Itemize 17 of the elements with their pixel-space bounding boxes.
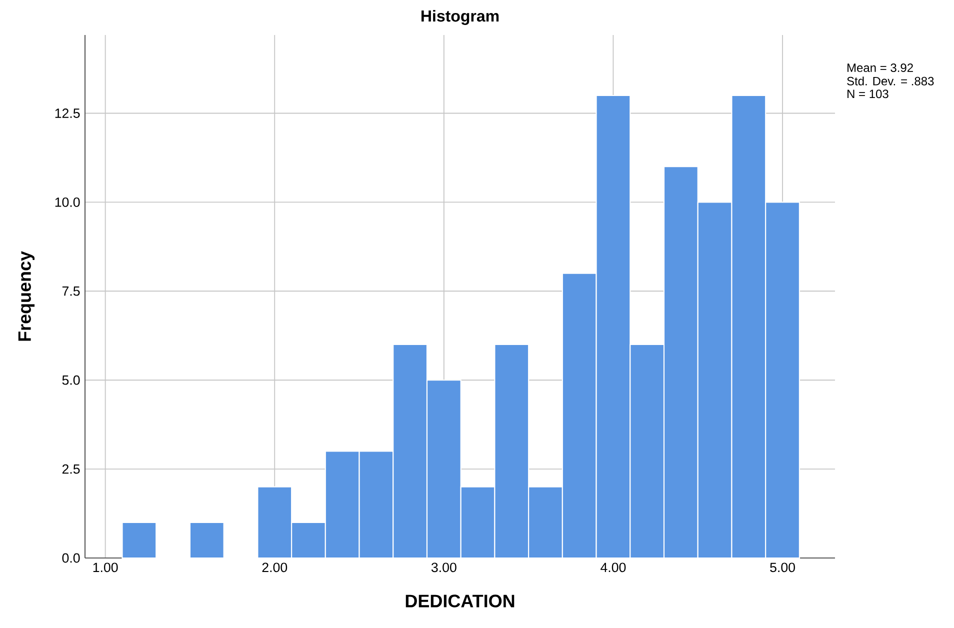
y-axis-title: Frequency: [18, 251, 35, 341]
text: Mean = 3.92: [848, 63, 913, 72]
chart-title: Histogram: [422, 10, 499, 25]
y-tick-label: 10.0: [55, 197, 80, 207]
y-tick-label: 0.0: [62, 553, 80, 563]
y-tick-label: 5.0: [62, 375, 80, 385]
x-tick-label: 3.00: [431, 562, 456, 572]
y-tick-label: 7.5: [62, 286, 80, 296]
x-tick-label: 5.00: [770, 562, 795, 572]
x-tick-label: 1.00: [93, 562, 118, 572]
x-tick-label: 2.00: [262, 562, 288, 572]
x-tick-label: 4.00: [600, 562, 626, 572]
x-axis-title: DEDICATION: [406, 594, 514, 608]
text: N = 103: [848, 90, 888, 98]
y-tick-label: 2.5: [62, 464, 80, 474]
text: Std. Dev. = .883: [847, 76, 934, 86]
y-tick-label: 12.5: [55, 108, 80, 118]
